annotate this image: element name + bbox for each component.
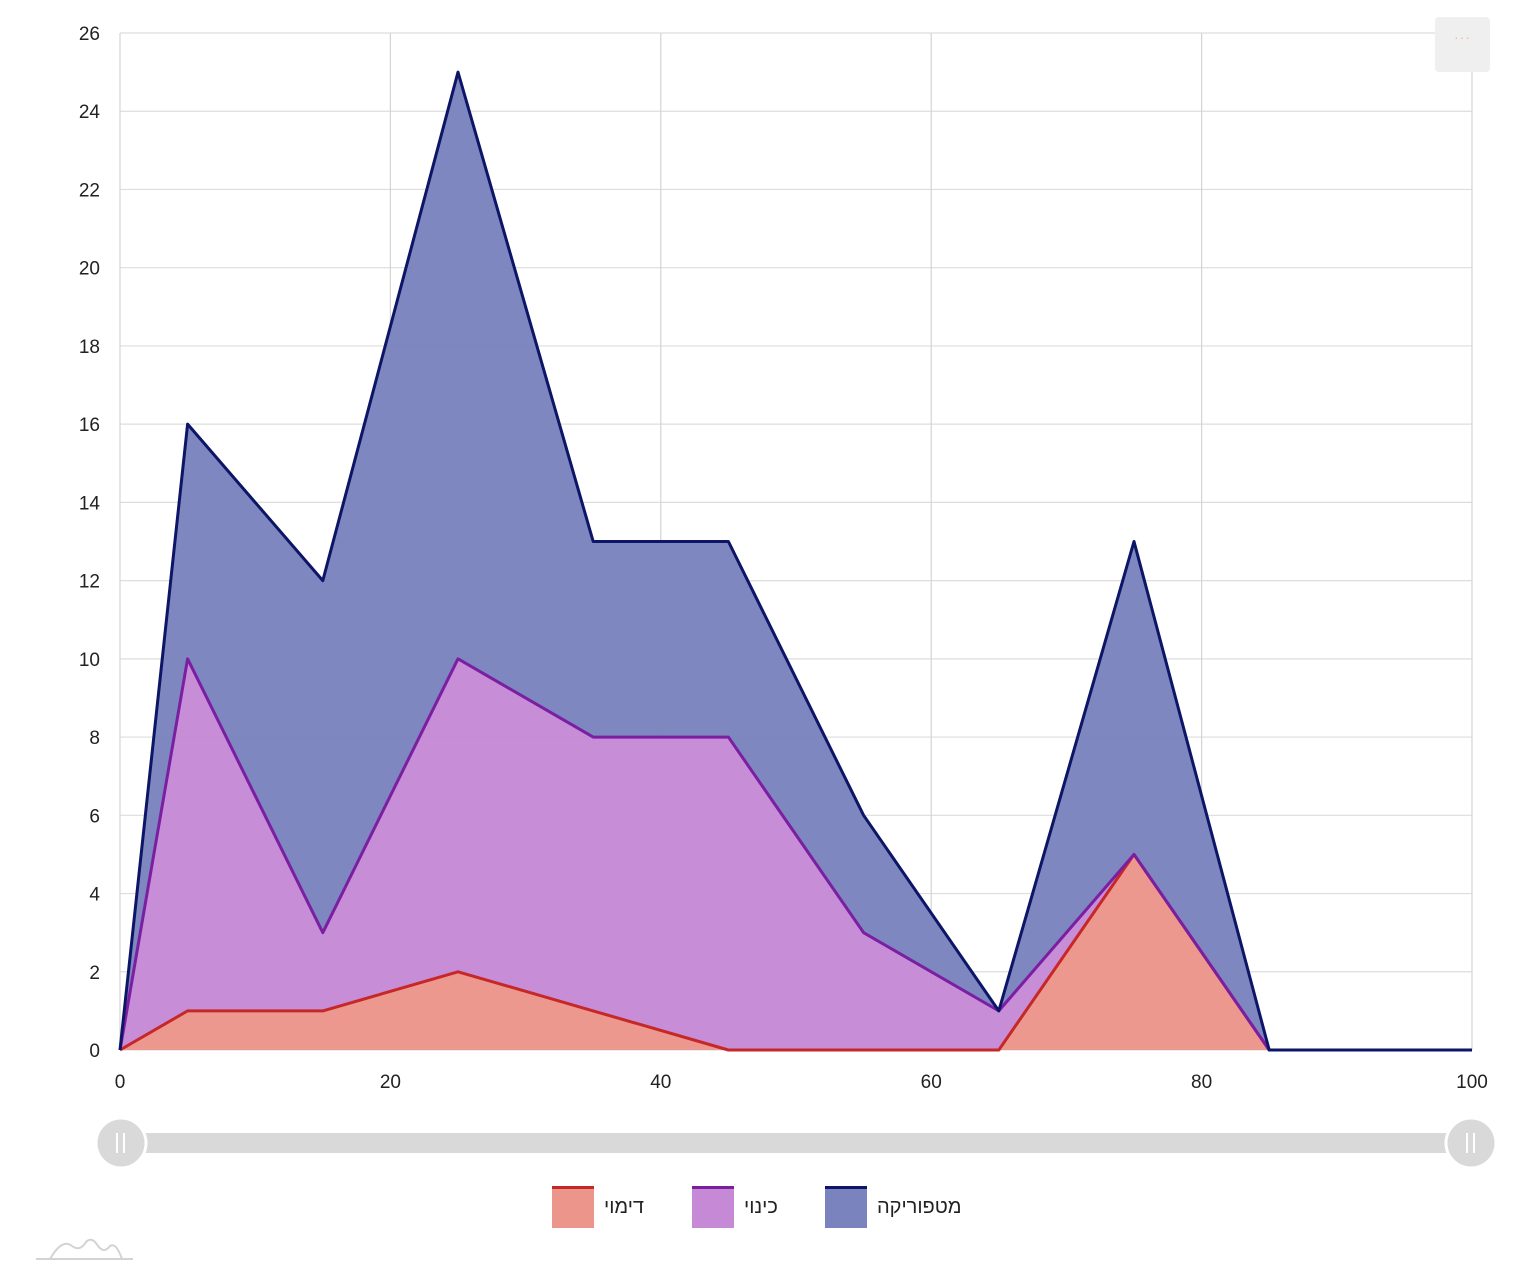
y-tick-label: 20 — [79, 259, 100, 280]
legend-swatch[interactable] — [552, 1186, 594, 1228]
legend-swatch[interactable] — [692, 1186, 734, 1228]
x-tick-label: 60 — [921, 1072, 942, 1093]
legend-swatch-line — [825, 1186, 867, 1189]
y-tick-label: 16 — [79, 415, 100, 436]
series-area-3 — [120, 72, 1472, 1051]
legend-item-3[interactable]: מטפוריקה — [825, 1186, 962, 1228]
y-tick-label: 12 — [79, 572, 100, 593]
legend-swatch-line — [692, 1186, 734, 1189]
y-tick-label: 10 — [79, 650, 100, 671]
legend-swatch-line — [552, 1186, 594, 1189]
y-tick-label: 18 — [79, 337, 100, 358]
legend-item-1[interactable]: דימוי — [552, 1186, 644, 1228]
x-tick-label: 0 — [115, 1072, 126, 1093]
legend-swatch[interactable] — [825, 1186, 867, 1228]
x-tick-label: 40 — [650, 1072, 671, 1093]
y-tick-label: 24 — [79, 102, 101, 123]
x-tick-label: 20 — [380, 1072, 401, 1093]
y-tick-label: 6 — [89, 806, 100, 827]
scrollbar-start-grip[interactable] — [94, 1116, 148, 1170]
legend[interactable]: דימוי כינוי מטפוריקה — [552, 1186, 962, 1228]
x-axis: 0 20 40 60 80 100 — [115, 1072, 1488, 1093]
y-tick-label: 0 — [89, 1041, 100, 1062]
amcharts-logo-icon — [36, 1238, 133, 1260]
grip-icon[interactable] — [94, 1116, 148, 1170]
range-scrollbar[interactable] — [94, 1116, 1498, 1170]
x-tick-label: 80 — [1191, 1072, 1212, 1093]
y-tick-label: 2 — [89, 963, 100, 984]
legend-item-2[interactable]: כינוי — [692, 1186, 778, 1228]
y-tick-label: 14 — [79, 493, 101, 514]
x-tick-label: 100 — [1456, 1072, 1488, 1093]
series-area-2 — [120, 658, 1472, 1050]
y-tick-label: 8 — [89, 728, 100, 749]
scrollbar-end-grip[interactable] — [1444, 1116, 1498, 1170]
legend-label[interactable]: מטפוריקה — [877, 1196, 962, 1218]
chart-menu-button[interactable]: ··· — [1435, 17, 1490, 72]
grip-icon[interactable] — [1444, 1116, 1498, 1170]
series-area-1 — [120, 854, 1472, 1050]
y-tick-label: 26 — [79, 24, 100, 45]
series-line-3 — [118, 70, 1472, 1052]
scrollbar-track[interactable] — [108, 1133, 1484, 1153]
y-tick-label: 4 — [89, 885, 100, 906]
y-tick-label: 22 — [79, 180, 100, 201]
legend-label[interactable]: דימוי — [604, 1196, 644, 1218]
ellipsis-icon[interactable]: ··· — [1454, 29, 1471, 45]
legend-label[interactable]: כינוי — [744, 1196, 778, 1218]
series-lines — [118, 70, 1472, 1052]
series-areas — [120, 72, 1472, 1051]
series-line-2 — [118, 657, 1472, 1052]
